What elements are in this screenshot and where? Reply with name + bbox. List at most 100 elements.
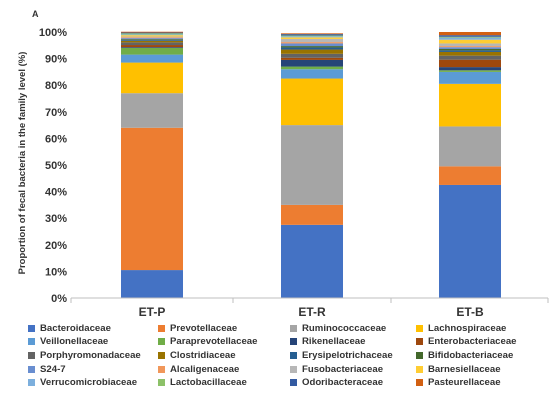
bar-segment	[281, 37, 343, 39]
legend-item: Alcaligenaceae	[158, 363, 290, 376]
legend-swatch	[290, 379, 297, 387]
bar-segment	[281, 78, 343, 126]
bar-segment	[281, 125, 343, 205]
y-tick-label: 0%	[51, 293, 67, 305]
legend-item: Bacteroidaceae	[28, 322, 158, 335]
legend-label: Fusobacteriaceae	[302, 363, 384, 375]
legend-swatch	[28, 351, 35, 359]
legend-swatch	[158, 338, 165, 346]
bar-segment	[121, 40, 183, 43]
legend-swatch	[158, 379, 165, 387]
bar-segment	[281, 38, 343, 43]
legend-label: Bifidobacteriaceae	[428, 349, 514, 361]
bar-segment	[121, 39, 183, 40]
bar-segment	[439, 43, 501, 47]
legend-label: Bacteroidaceae	[40, 322, 111, 334]
bar-segment	[121, 34, 183, 36]
legend-label: Prevotellaceae	[170, 322, 238, 334]
bar-segment	[121, 47, 183, 55]
category-label: ET-B	[456, 305, 484, 319]
bar-segment	[121, 42, 183, 46]
category-labels: ET-P ET-R ET-B	[139, 305, 484, 319]
bar-segment	[439, 47, 501, 50]
y-tick-label: 60%	[45, 133, 67, 145]
category-label: ET-R	[298, 305, 326, 319]
bar-segment	[121, 93, 183, 128]
bar-segment	[439, 39, 501, 44]
legend-item: Barnesiellaceae	[416, 363, 548, 376]
bar-segment	[439, 67, 501, 71]
legend-label: Erysipelotrichaceae	[302, 349, 393, 361]
y-tick-label: 90%	[45, 54, 67, 66]
legend-swatch	[28, 324, 35, 332]
legend-label: Lachnospiraceae	[428, 322, 507, 334]
legend-item: Clostridiaceae	[158, 349, 290, 362]
bar-segment	[281, 34, 343, 36]
bar-segment	[281, 33, 343, 35]
y-tick-label: 50%	[45, 160, 67, 172]
legend-item: Lachnospiraceae	[416, 322, 548, 335]
y-tick-label: 80%	[45, 80, 67, 92]
legend-item: S24-7	[28, 363, 158, 376]
bar-segment	[439, 51, 501, 56]
legend-item: Erysipelotrichaceae	[290, 349, 416, 362]
legend-item: Bifidobacteriaceae	[416, 349, 548, 362]
legend-swatch	[416, 351, 423, 359]
bar-segment	[121, 47, 183, 48]
legend-swatch	[158, 324, 165, 332]
legend-label: Odoribacteraceae	[302, 377, 384, 389]
legend-label: Veillonellaceae	[40, 336, 109, 348]
y-tick-label: 70%	[45, 107, 67, 119]
legend-swatch	[416, 338, 423, 346]
bar-segment	[281, 69, 343, 79]
bar-segment	[439, 126, 501, 167]
bar-segment	[121, 62, 183, 94]
bar-segment	[281, 53, 343, 58]
bar-segment	[439, 37, 501, 40]
bar-segment	[121, 37, 183, 39]
legend-swatch	[28, 365, 35, 373]
legend-swatch	[416, 365, 423, 373]
legend-label: Pasteurellaceae	[428, 377, 501, 389]
bar-segment	[281, 36, 343, 38]
bar-segment	[439, 32, 501, 36]
legend-item: Prevotellaceae	[158, 322, 290, 335]
bar-segment	[439, 83, 501, 127]
legend-item: Lactobacillaceae	[158, 376, 290, 389]
bars	[121, 31, 501, 298]
bar-segment	[281, 35, 343, 37]
legend-label: Barnesiellaceae	[428, 363, 501, 375]
bar-segment	[281, 46, 343, 48]
legend-swatch	[158, 351, 165, 359]
y-axis-label: Proportion of fecal bacteria in the fami…	[17, 52, 28, 275]
legend-item: Porphyromonadaceae	[28, 349, 158, 362]
y-axis-ticks: 0% 10% 20% 30% 40% 50% 60% 70% 80% 90% 100%	[39, 27, 67, 305]
legend-item: Verrucomicrobiaceae	[28, 376, 158, 389]
bar-segment	[121, 38, 183, 40]
legend-swatch	[416, 324, 423, 332]
legend-item: Fusobacteriaceae	[290, 363, 416, 376]
bar-segment	[121, 270, 183, 298]
legend-swatch	[28, 338, 35, 346]
bar-segment	[281, 49, 343, 54]
bar-segment	[281, 43, 343, 47]
bar-segment	[439, 71, 501, 84]
bar-segment	[439, 166, 501, 185]
bar-segment	[439, 70, 501, 72]
bar-segment	[281, 204, 343, 225]
bar-segment	[439, 59, 501, 68]
legend: Bacteroidaceae Prevotellaceae Ruminococcac…	[28, 322, 548, 389]
legend-item: Ruminococcaceae	[290, 322, 416, 335]
legend-label: S24-7	[40, 363, 66, 375]
legend-item: Odoribacteraceae	[290, 376, 416, 389]
y-tick-label: 20%	[45, 240, 67, 252]
legend-swatch	[416, 379, 423, 387]
bar-segment	[121, 39, 183, 41]
y-tick-label: 40%	[45, 187, 67, 199]
bar-segment	[121, 33, 183, 35]
legend-label: Porphyromonadaceae	[40, 349, 141, 361]
legend-swatch	[290, 351, 297, 359]
panel-label: A	[32, 9, 39, 19]
bar-segment	[281, 66, 343, 70]
